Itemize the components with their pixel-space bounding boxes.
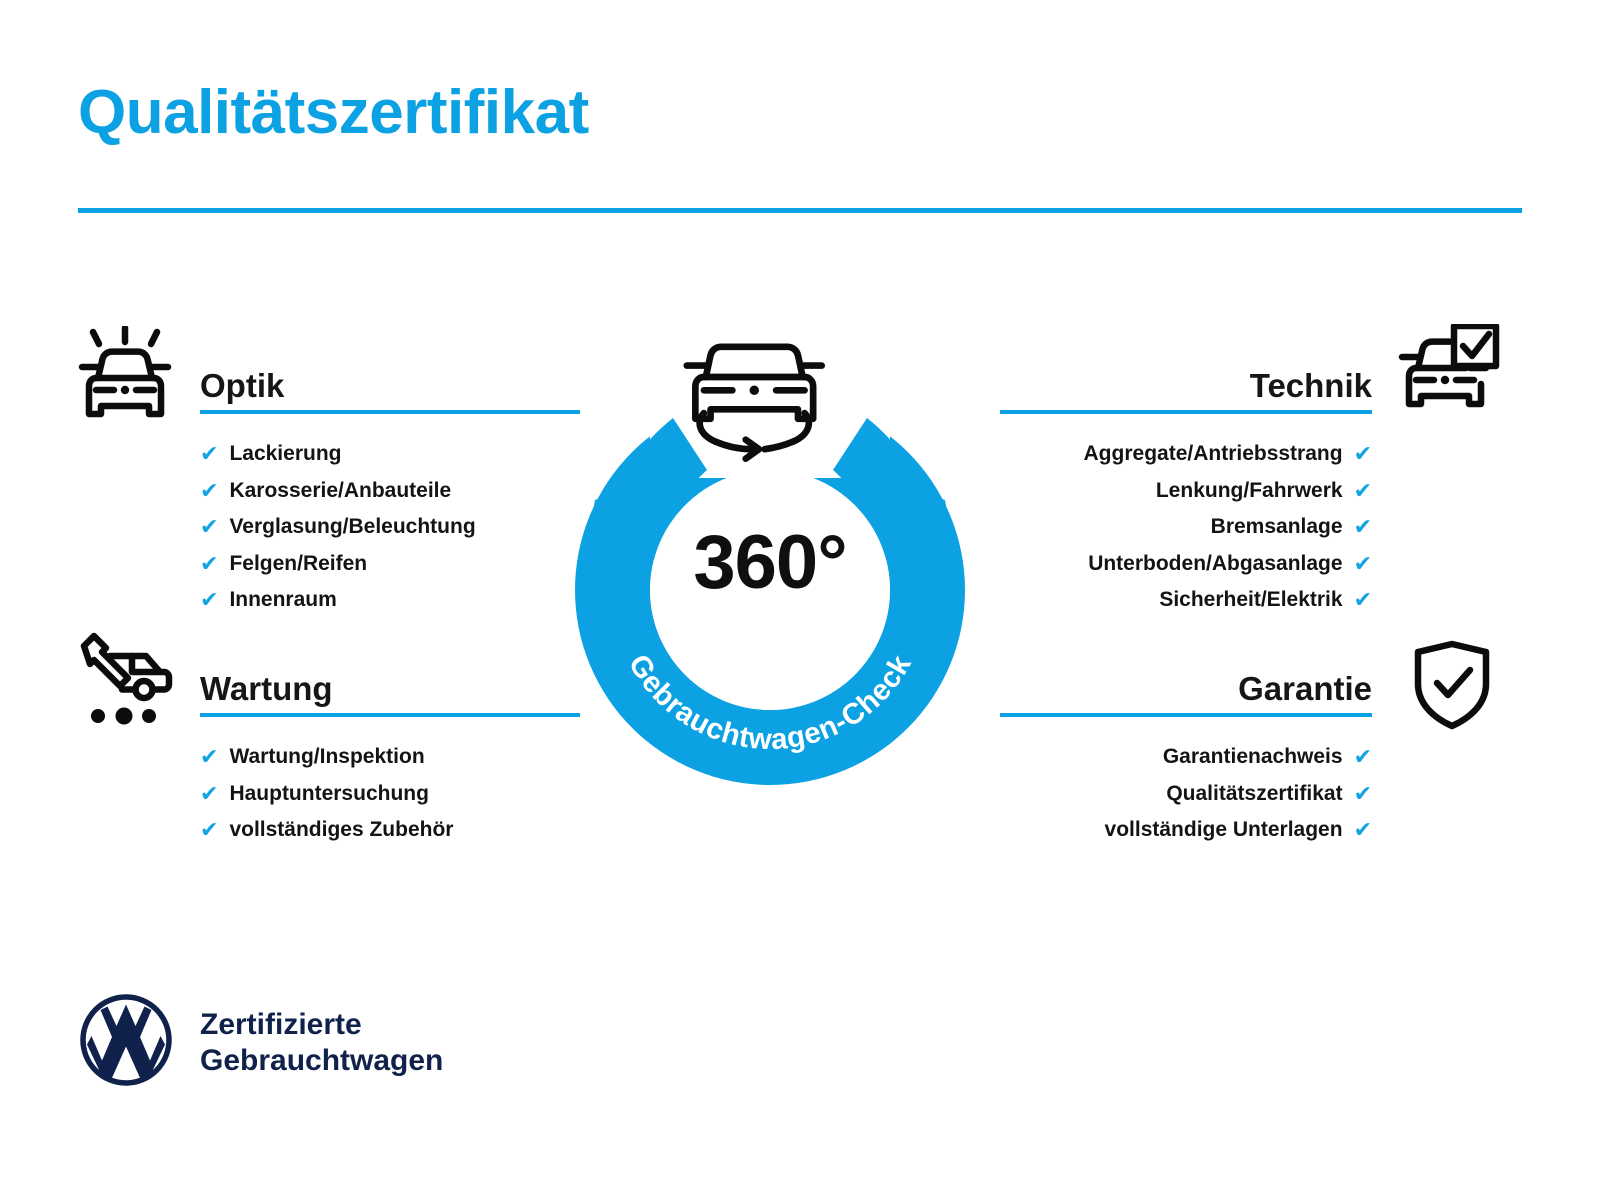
list-item: ✔ vollständiges Zubehör: [200, 812, 580, 849]
check-icon: ✔: [1353, 744, 1372, 770]
list-item: ✔ Verglasung/Beleuchtung: [200, 509, 580, 546]
list-item-label: Sicherheit/Elektrik: [1159, 588, 1343, 611]
gebrauchtwagen-check-badge: Gebrauchtwagen-Check 360°: [555, 300, 985, 800]
list-item: Bremsanlage ✔: [1000, 509, 1372, 546]
list-item-label: Aggregate/Antriebsstrang: [1083, 442, 1343, 465]
list-item-label: vollständige Unterlagen: [1104, 818, 1343, 841]
list-item-label: Hauptuntersuchung: [229, 781, 429, 805]
list-item-label: Qualitätszertifikat: [1166, 781, 1343, 805]
page-title: Qualitätszertifikat: [78, 78, 589, 147]
brand-text: Zertifizierte Gebrauchtwagen: [200, 1007, 444, 1077]
check-icon: ✔: [1353, 587, 1372, 613]
list-item-label: Lenkung/Fahrwerk: [1155, 478, 1343, 502]
section-title-wartung: Wartung: [200, 670, 333, 707]
section-header: Wartung: [200, 669, 580, 723]
car-checkbox-icon: [1396, 322, 1500, 423]
section-wartung: Wartung ✔ Wartung/Inspektion ✔ Hauptunters…: [200, 669, 580, 849]
list-item-label: Garantienachweis: [1162, 745, 1343, 768]
section-title-optik: Optik: [200, 367, 285, 404]
section-garantie: Garantie Garantienachweis ✔ Qualitätszert…: [1000, 669, 1372, 849]
list-item: Sicherheit/Elektrik ✔: [1000, 582, 1372, 619]
list-item-label: Innenraum: [229, 588, 337, 611]
checklist-optik: ✔ Lackierung ✔ Karosserie/Anbauteile ✔ Verg…: [200, 436, 580, 619]
check-icon: ✔: [1353, 441, 1372, 467]
list-item: Qualitätszertifikat ✔: [1000, 776, 1372, 813]
list-item-label: Verglasung/Beleuchtung: [229, 515, 476, 538]
section-divider: [200, 410, 580, 414]
section-title-garantie: Garantie: [1238, 670, 1372, 707]
car-service-tool-icon: [76, 632, 176, 733]
check-icon: ✔: [200, 550, 219, 576]
list-item-label: Felgen/Reifen: [229, 551, 368, 575]
header-divider: [78, 208, 1522, 213]
section-divider: [200, 713, 580, 717]
car-shine-icon: [76, 324, 176, 427]
section-header: Technik: [1000, 366, 1372, 420]
section-technik: Technik Aggregate/Antriebsstrang ✔ Lenkun…: [1000, 366, 1372, 619]
list-item-label: Bremsanlage: [1210, 515, 1343, 538]
list-item: Lenkung/Fahrwerk ✔: [1000, 473, 1372, 510]
section-optik: Optik ✔ Lackierung ✔ Karosserie/Anbauteile…: [200, 366, 580, 619]
list-item: ✔ Felgen/Reifen: [200, 546, 580, 583]
list-item-label: Karosserie/Anbauteile: [229, 478, 452, 502]
check-icon: ✔: [1353, 514, 1372, 540]
check-icon: ✔: [200, 780, 219, 806]
brand-lockup: Zertifizierte Gebrauchtwagen: [78, 992, 443, 1093]
check-icon: ✔: [1353, 817, 1372, 843]
check-icon: ✔: [200, 441, 219, 467]
list-item-label: vollständiges Zubehör: [229, 818, 454, 841]
list-item: ✔ Wartung/Inspektion: [200, 739, 580, 776]
check-icon: ✔: [200, 744, 219, 770]
badge-value: 360°: [693, 520, 847, 605]
check-icon: ✔: [200, 514, 219, 540]
badge-ring: [575, 360, 965, 785]
car-rotate-icon: [683, 343, 826, 463]
vw-logo: [78, 992, 174, 1093]
list-item-label: Unterboden/Abgasanlage: [1088, 551, 1343, 575]
list-item: ✔ Lackierung: [200, 436, 580, 473]
section-divider: [1000, 713, 1372, 717]
check-icon: ✔: [1353, 550, 1372, 576]
check-icon: ✔: [1353, 780, 1372, 806]
section-divider: [1000, 410, 1372, 414]
check-icon: ✔: [200, 587, 219, 613]
list-item: ✔ Karosserie/Anbauteile: [200, 473, 580, 510]
list-item: Aggregate/Antriebsstrang ✔: [1000, 436, 1372, 473]
list-item: ✔ Innenraum: [200, 582, 580, 619]
section-header: Garantie: [1000, 669, 1372, 723]
list-item: Garantienachweis ✔: [1000, 739, 1372, 776]
check-icon: ✔: [1353, 477, 1372, 503]
shield-check-icon: [1412, 640, 1492, 735]
checklist-garantie: Garantienachweis ✔ Qualitätszertifikat ✔ v…: [1000, 739, 1372, 849]
section-header: Optik: [200, 366, 580, 420]
list-item-label: Lackierung: [229, 442, 342, 465]
list-item: ✔ Hauptuntersuchung: [200, 776, 580, 813]
checklist-technik: Aggregate/Antriebsstrang ✔ Lenkung/Fahrwe…: [1000, 436, 1372, 619]
list-item: vollständige Unterlagen ✔: [1000, 812, 1372, 849]
section-title-technik: Technik: [1249, 367, 1372, 404]
check-icon: ✔: [200, 477, 219, 503]
list-item: Unterboden/Abgasanlage ✔: [1000, 546, 1372, 583]
list-item-label: Wartung/Inspektion: [229, 745, 425, 768]
check-icon: ✔: [200, 817, 219, 843]
checklist-wartung: ✔ Wartung/Inspektion ✔ Hauptuntersuchung ✔…: [200, 739, 580, 849]
